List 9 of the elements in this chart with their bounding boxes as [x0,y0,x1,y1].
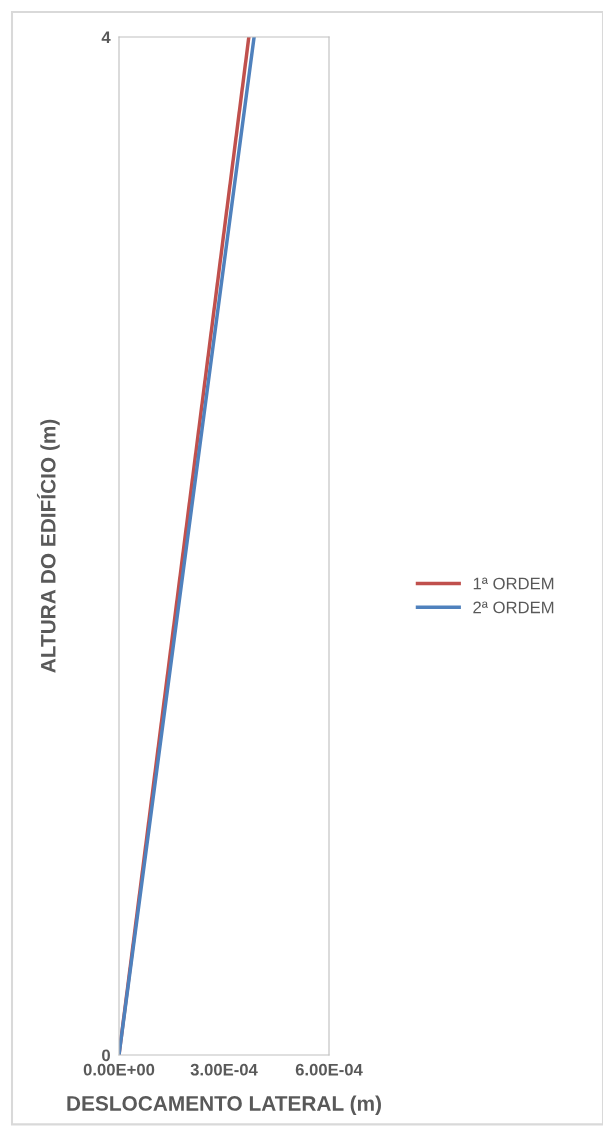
x-tick-label: 3.00E-04 [190,1063,258,1076]
y-axis-title: ALTURA DO EDIFÍCIO (m) [36,419,60,673]
legend-label: 2ª ORDEM [473,601,554,614]
x-axis-title: DESLOCAMENTO LATERAL (m) [67,1095,381,1115]
y-tick-label: 0 [102,1049,110,1062]
legend-label: 1ª ORDEM [473,577,554,590]
x-tick-label: 0.00E+00 [83,1063,155,1076]
x-tick-label: 6.00E-04 [295,1063,363,1076]
y-tick-label: 4 [101,31,111,44]
